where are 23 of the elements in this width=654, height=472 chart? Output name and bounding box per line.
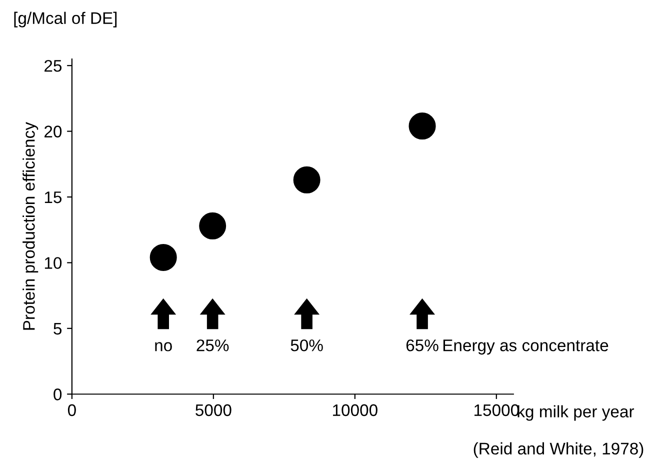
point [150,244,177,271]
annotation: 25% [196,339,229,352]
x-tick-label: 10000 [333,404,378,416]
text: (Reid and White, 1978) [474,442,644,458]
y-tick-label: 25 [44,60,62,72]
y-tick-label: 15 [44,192,62,204]
annotation: 65% [406,339,438,352]
point [408,112,436,140]
x-tick-label: 15000 [474,404,519,416]
point [199,212,226,240]
annotation: no [155,342,172,352]
chart-title: [g/Mcal of DE] [14,12,117,28]
x-axis-title: kg milk per year [518,405,634,421]
y-tick-label: 20 [44,126,62,138]
x-tick-label: 5000 [196,404,232,416]
y-tick-label: 10 [44,257,62,269]
x-tick-label: 0 [68,404,76,416]
point [293,166,320,194]
annotation: 50% [290,339,323,352]
y-tick-label: 5 [54,322,62,335]
y-tick-label: 0 [54,388,62,400]
annotation: Energy as concentrate [443,340,608,355]
y-axis-title: Protein production efficiency [22,122,38,330]
